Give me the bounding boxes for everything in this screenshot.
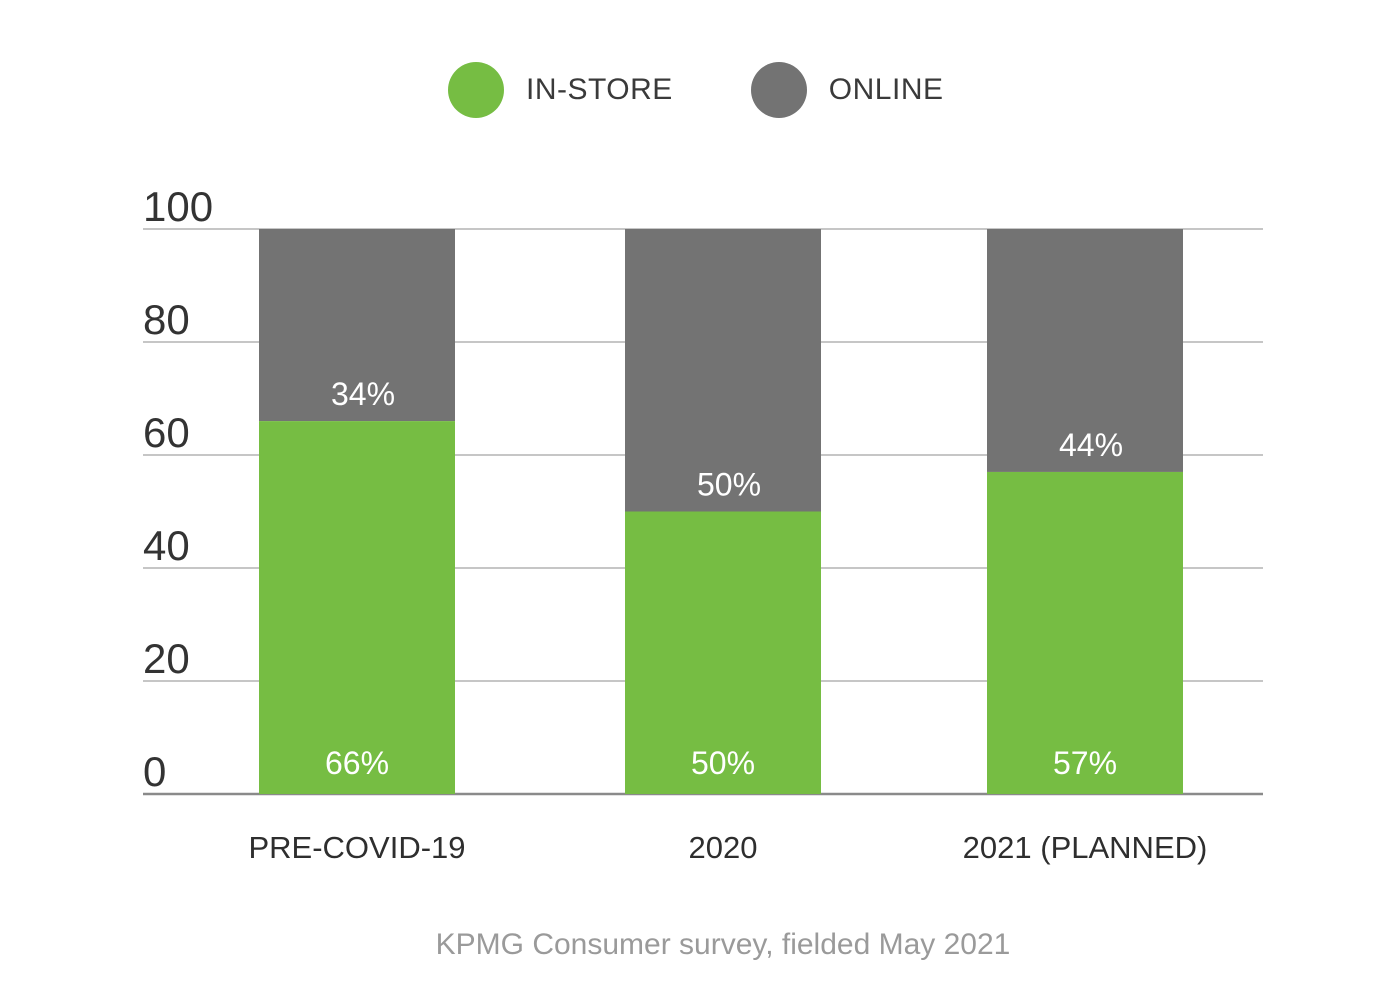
legend-label-online: ONLINE — [828, 73, 944, 106]
bar-in-store-2 — [987, 471, 1183, 794]
x-tick-label-1: 2020 — [689, 830, 758, 865]
legend-swatch-online — [750, 62, 807, 118]
source-note: KPMG Consumer survey, fielded May 2021 — [435, 928, 1011, 961]
bar-in-store-1 — [625, 511, 821, 794]
y-tick-label-0: 0 — [143, 748, 166, 795]
data-label-online-1: 50% — [697, 467, 761, 503]
data-label-in-store-0: 66% — [325, 745, 389, 781]
bar-online-0 — [259, 229, 455, 422]
legend-item-online: ONLINE — [750, 62, 944, 118]
legend: IN-STORE ONLINE — [448, 60, 1022, 120]
y-tick-label-20: 20 — [143, 635, 190, 682]
y-tick-label-80: 80 — [143, 296, 190, 343]
legend-label-in-store: IN-STORE — [526, 73, 673, 106]
legend-swatch-in-store — [448, 62, 504, 118]
y-tick-label-40: 40 — [143, 522, 190, 569]
y-tick-label-100: 100 — [143, 183, 213, 230]
data-label-online-0: 34% — [331, 376, 395, 412]
x-tick-label-2: 2021 (PLANNED) — [963, 830, 1208, 865]
y-tick-label-60: 60 — [143, 409, 190, 456]
bar-in-store-0 — [259, 421, 455, 794]
data-label-online-2: 44% — [1059, 427, 1123, 463]
data-label-in-store-2: 57% — [1053, 745, 1117, 781]
data-label-in-store-1: 50% — [691, 745, 755, 781]
bar-online-2 — [987, 229, 1183, 472]
x-tick-label-0: PRE-COVID-19 — [248, 830, 465, 865]
bar-online-1 — [625, 229, 821, 512]
legend-item-in-store: IN-STORE — [448, 62, 673, 118]
